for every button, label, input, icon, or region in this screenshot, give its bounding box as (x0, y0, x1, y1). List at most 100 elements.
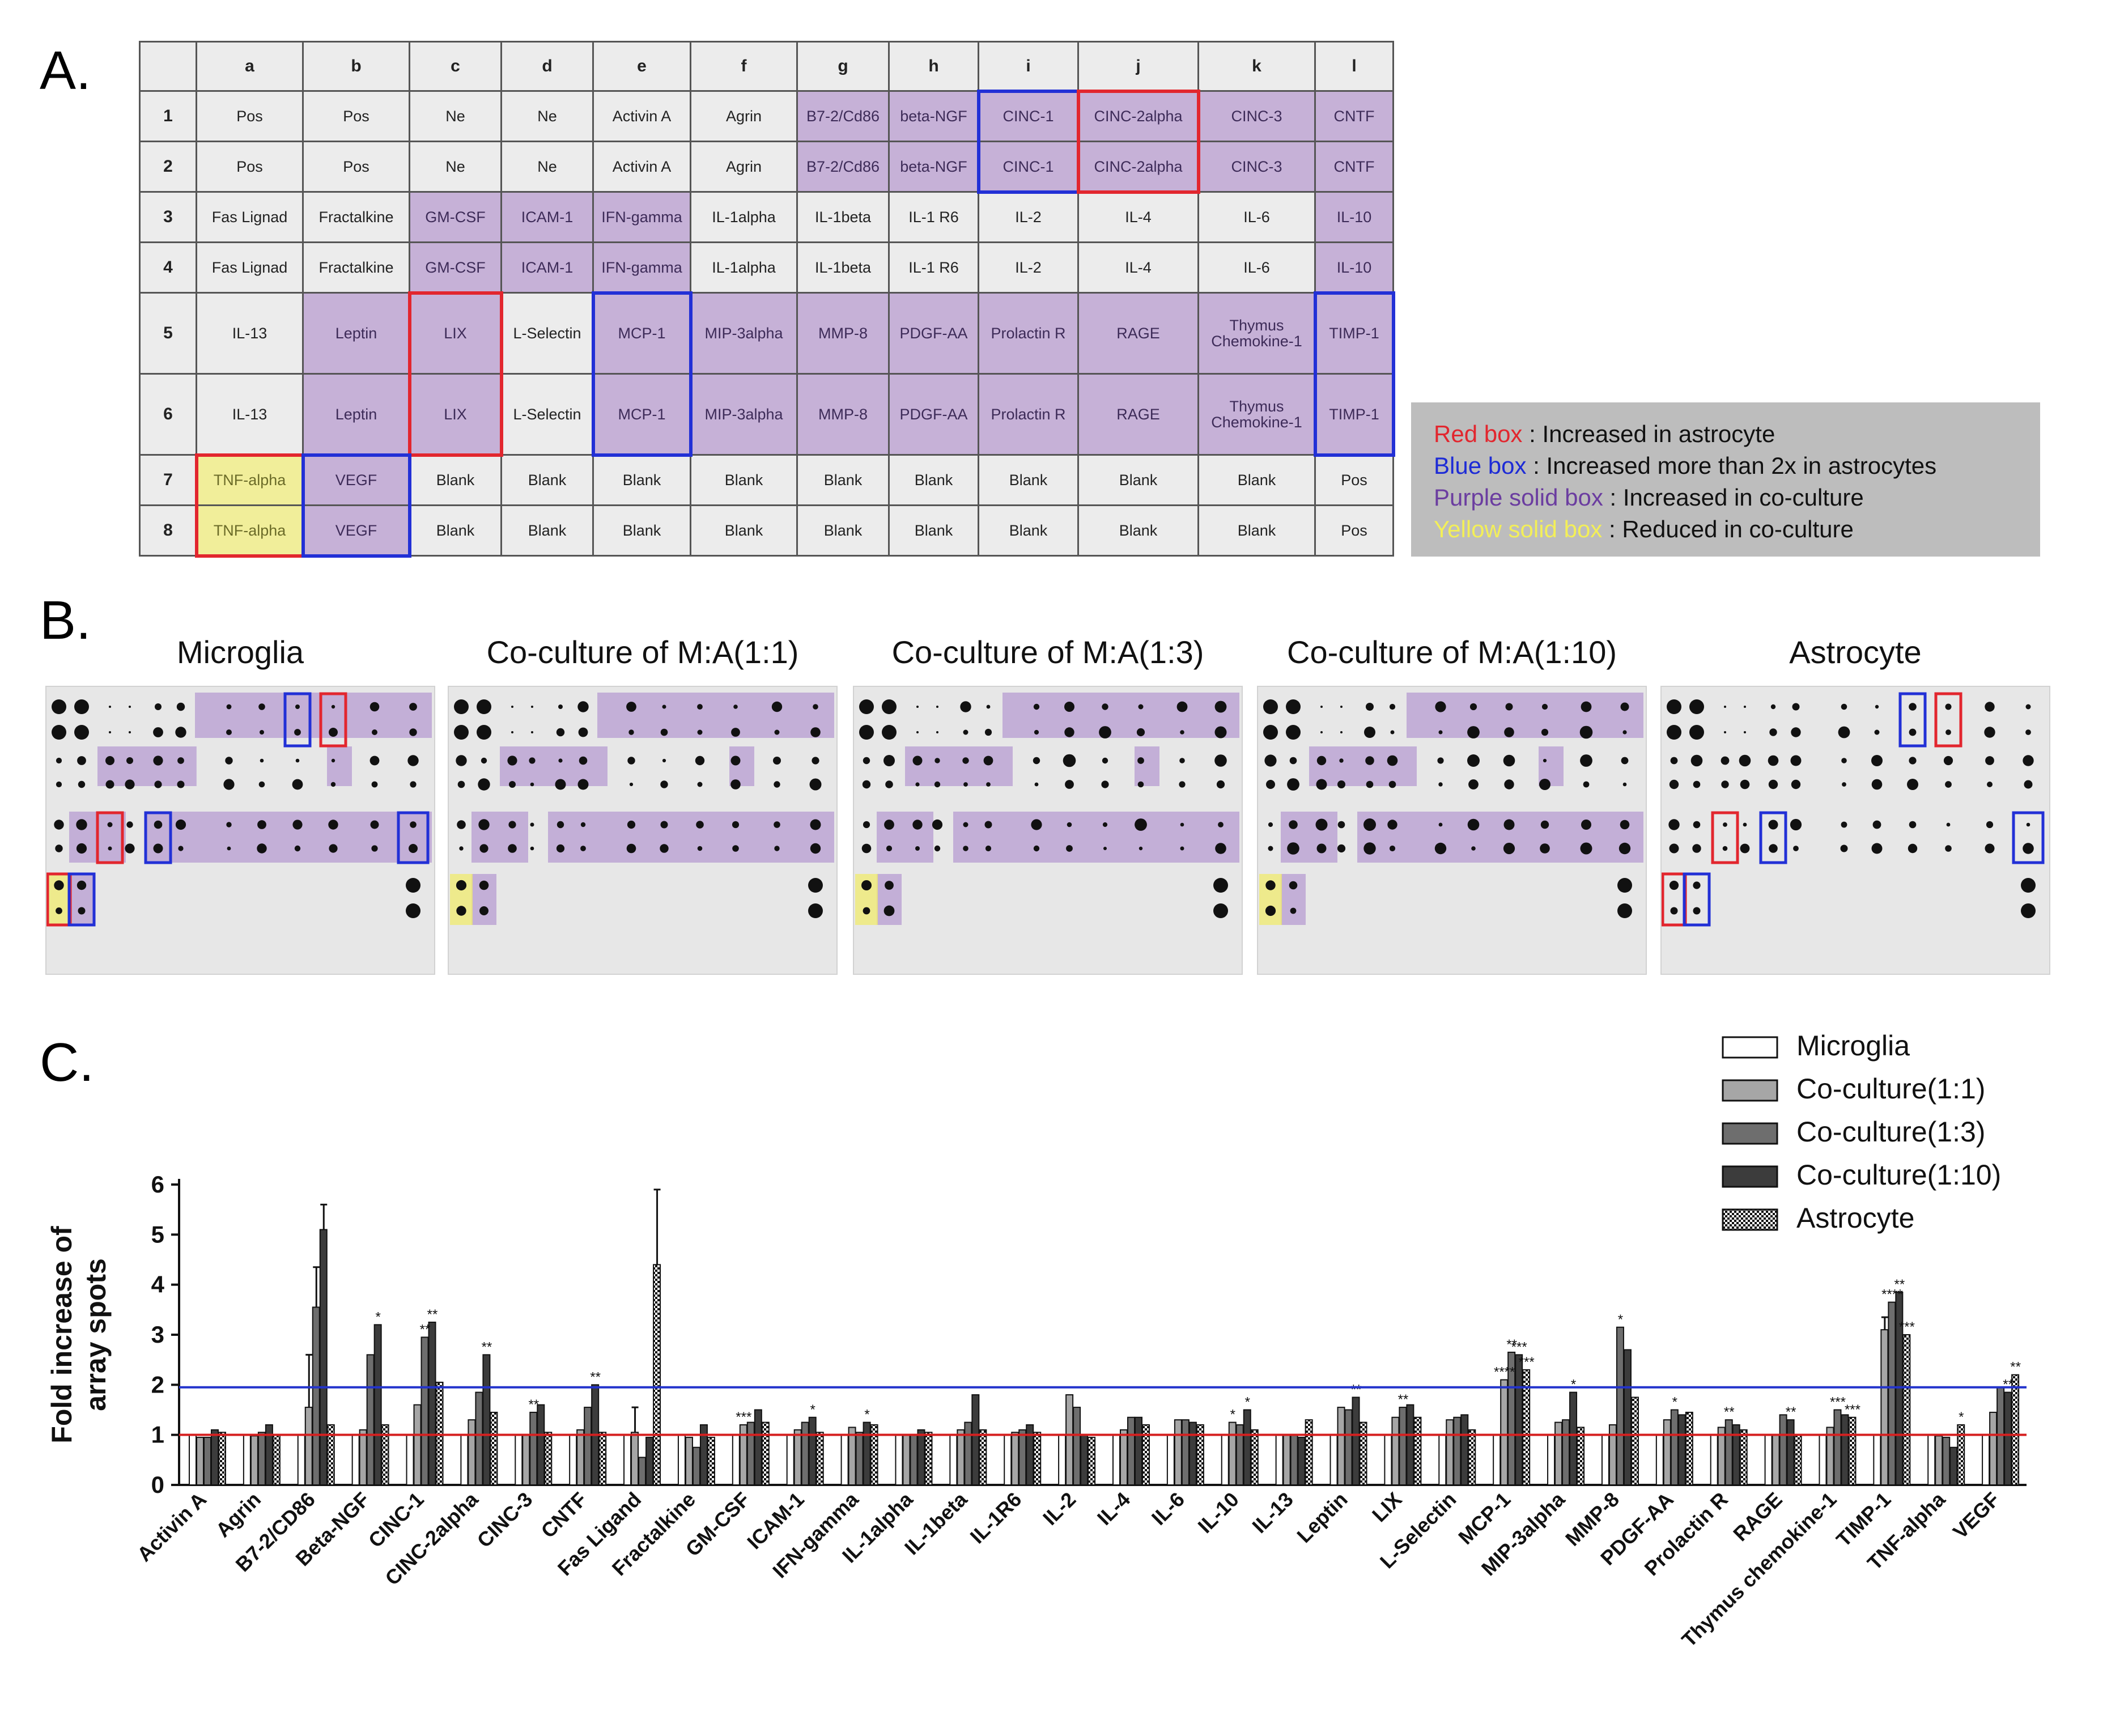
bar (1188, 1421, 1197, 1485)
bar (1902, 1334, 1911, 1485)
array-spot (1668, 819, 1680, 830)
array-spot (626, 843, 636, 854)
array-spot (730, 779, 741, 790)
array-spot (1180, 846, 1184, 851)
bar (366, 1354, 375, 1485)
row-header: 1 (139, 90, 197, 142)
array-spot (1744, 706, 1746, 708)
panel-a-label: A. (40, 40, 91, 101)
array-spot (1670, 757, 1678, 765)
array-spot (330, 782, 336, 787)
array-spot (861, 880, 872, 890)
array-spot (915, 782, 920, 787)
array-spot (1289, 757, 1297, 765)
array-spot (329, 844, 338, 853)
bar (1848, 1416, 1857, 1485)
array-cell: L-Selectin (500, 373, 594, 456)
array-spot (1504, 779, 1514, 790)
legend-blue-text: : Increased more than 2x in astrocytes (1526, 452, 1937, 479)
array-spot (1503, 819, 1515, 830)
fold-increase-bar-chart: 0 1 2 3 4 5 6 Fold increase ofarray spots Activi… (46, 1032, 2027, 1652)
blot-highlight-box (1898, 692, 1927, 748)
significance-mark: *** (736, 1410, 751, 1425)
array-spot (1320, 731, 1323, 733)
array-cell: Pos (196, 141, 304, 193)
bar (1384, 1434, 1392, 1486)
bar (1073, 1407, 1081, 1485)
array-spot (1838, 726, 1850, 738)
array-cell: IL-2 (978, 241, 1079, 294)
array-row-7: 7 TNF-alpha VEGF Blank Blank Blank Blank Blank B… (139, 454, 1394, 506)
bar (808, 1416, 817, 1485)
array-spot (1581, 701, 1592, 712)
array-cell: Blank (1077, 454, 1199, 506)
array-cell: Blank (690, 454, 798, 506)
array-spot (511, 706, 513, 708)
bar (692, 1446, 700, 1485)
significance-mark: *** (1830, 1395, 1846, 1410)
blot-astrocyte-image (1662, 692, 2045, 927)
array-spot (660, 728, 668, 736)
array-spot (886, 845, 893, 852)
array-spot (1724, 731, 1726, 733)
array-cell: TNF-alpha (196, 504, 304, 557)
array-spot (1909, 821, 1917, 829)
bar (1942, 1437, 1951, 1485)
array-spot (771, 701, 783, 712)
bar (1438, 1434, 1447, 1486)
bar (1399, 1407, 1407, 1485)
array-cell: IL-2 (978, 191, 1079, 243)
array-spot (810, 819, 821, 830)
x-tick-label: CINC-3 (473, 1488, 537, 1552)
row-header: 3 (139, 191, 197, 243)
x-tick-label: CINC-2alpha (380, 1487, 483, 1590)
bar (243, 1434, 251, 1486)
legend-label: Co-culture(1:10) (1796, 1159, 2001, 1191)
bar (732, 1434, 740, 1486)
array-spot (457, 820, 466, 829)
array-spot (177, 757, 184, 764)
legend-blue-line: Blue box : Increased more than 2x in ast… (1434, 450, 2017, 482)
array-cell: CNTF (1314, 141, 1394, 193)
array-spot (660, 780, 668, 788)
array-spot (328, 820, 338, 830)
bar (971, 1394, 980, 1485)
bar (1819, 1434, 1827, 1486)
array-cell: L-Selectin (500, 292, 594, 375)
array-spot (912, 820, 923, 830)
array-spot (223, 779, 235, 790)
array-spot (662, 758, 666, 763)
bar (1927, 1434, 1936, 1486)
row-header: 6 (139, 373, 197, 456)
array-spot (732, 845, 739, 852)
bar (1949, 1446, 1958, 1485)
array-row-4: 4 Fas Lignad Fractalkine GM-CSF ICAM-1 IFN-ga… (139, 241, 1394, 294)
array-spot (697, 704, 703, 710)
array-spot (1099, 726, 1111, 738)
array-spot (257, 820, 266, 829)
bar (677, 1434, 686, 1486)
bar (1873, 1434, 1881, 1486)
array-cell: Blank (796, 454, 890, 506)
array-cell: IL-1alpha (690, 241, 798, 294)
bar (1833, 1409, 1842, 1485)
array-spot (225, 757, 233, 765)
significance-mark: * (1245, 1395, 1250, 1410)
bar (1786, 1419, 1795, 1486)
array-spot (1366, 780, 1374, 788)
array-spot (52, 725, 66, 740)
array-spot (457, 780, 465, 788)
array-spot (226, 704, 232, 710)
array-cell: Ne (500, 141, 594, 193)
x-tick-label: Leptin (1292, 1488, 1352, 1547)
bar (1337, 1407, 1345, 1485)
array-spot (1137, 781, 1144, 788)
blot-highlight-box (1683, 872, 1711, 927)
bar (1250, 1429, 1259, 1485)
bar (1359, 1421, 1367, 1485)
array-spot (1467, 818, 1480, 831)
array-spot (292, 820, 303, 830)
array-spot (627, 820, 636, 829)
bar (413, 1404, 422, 1486)
array-spot (177, 780, 185, 788)
